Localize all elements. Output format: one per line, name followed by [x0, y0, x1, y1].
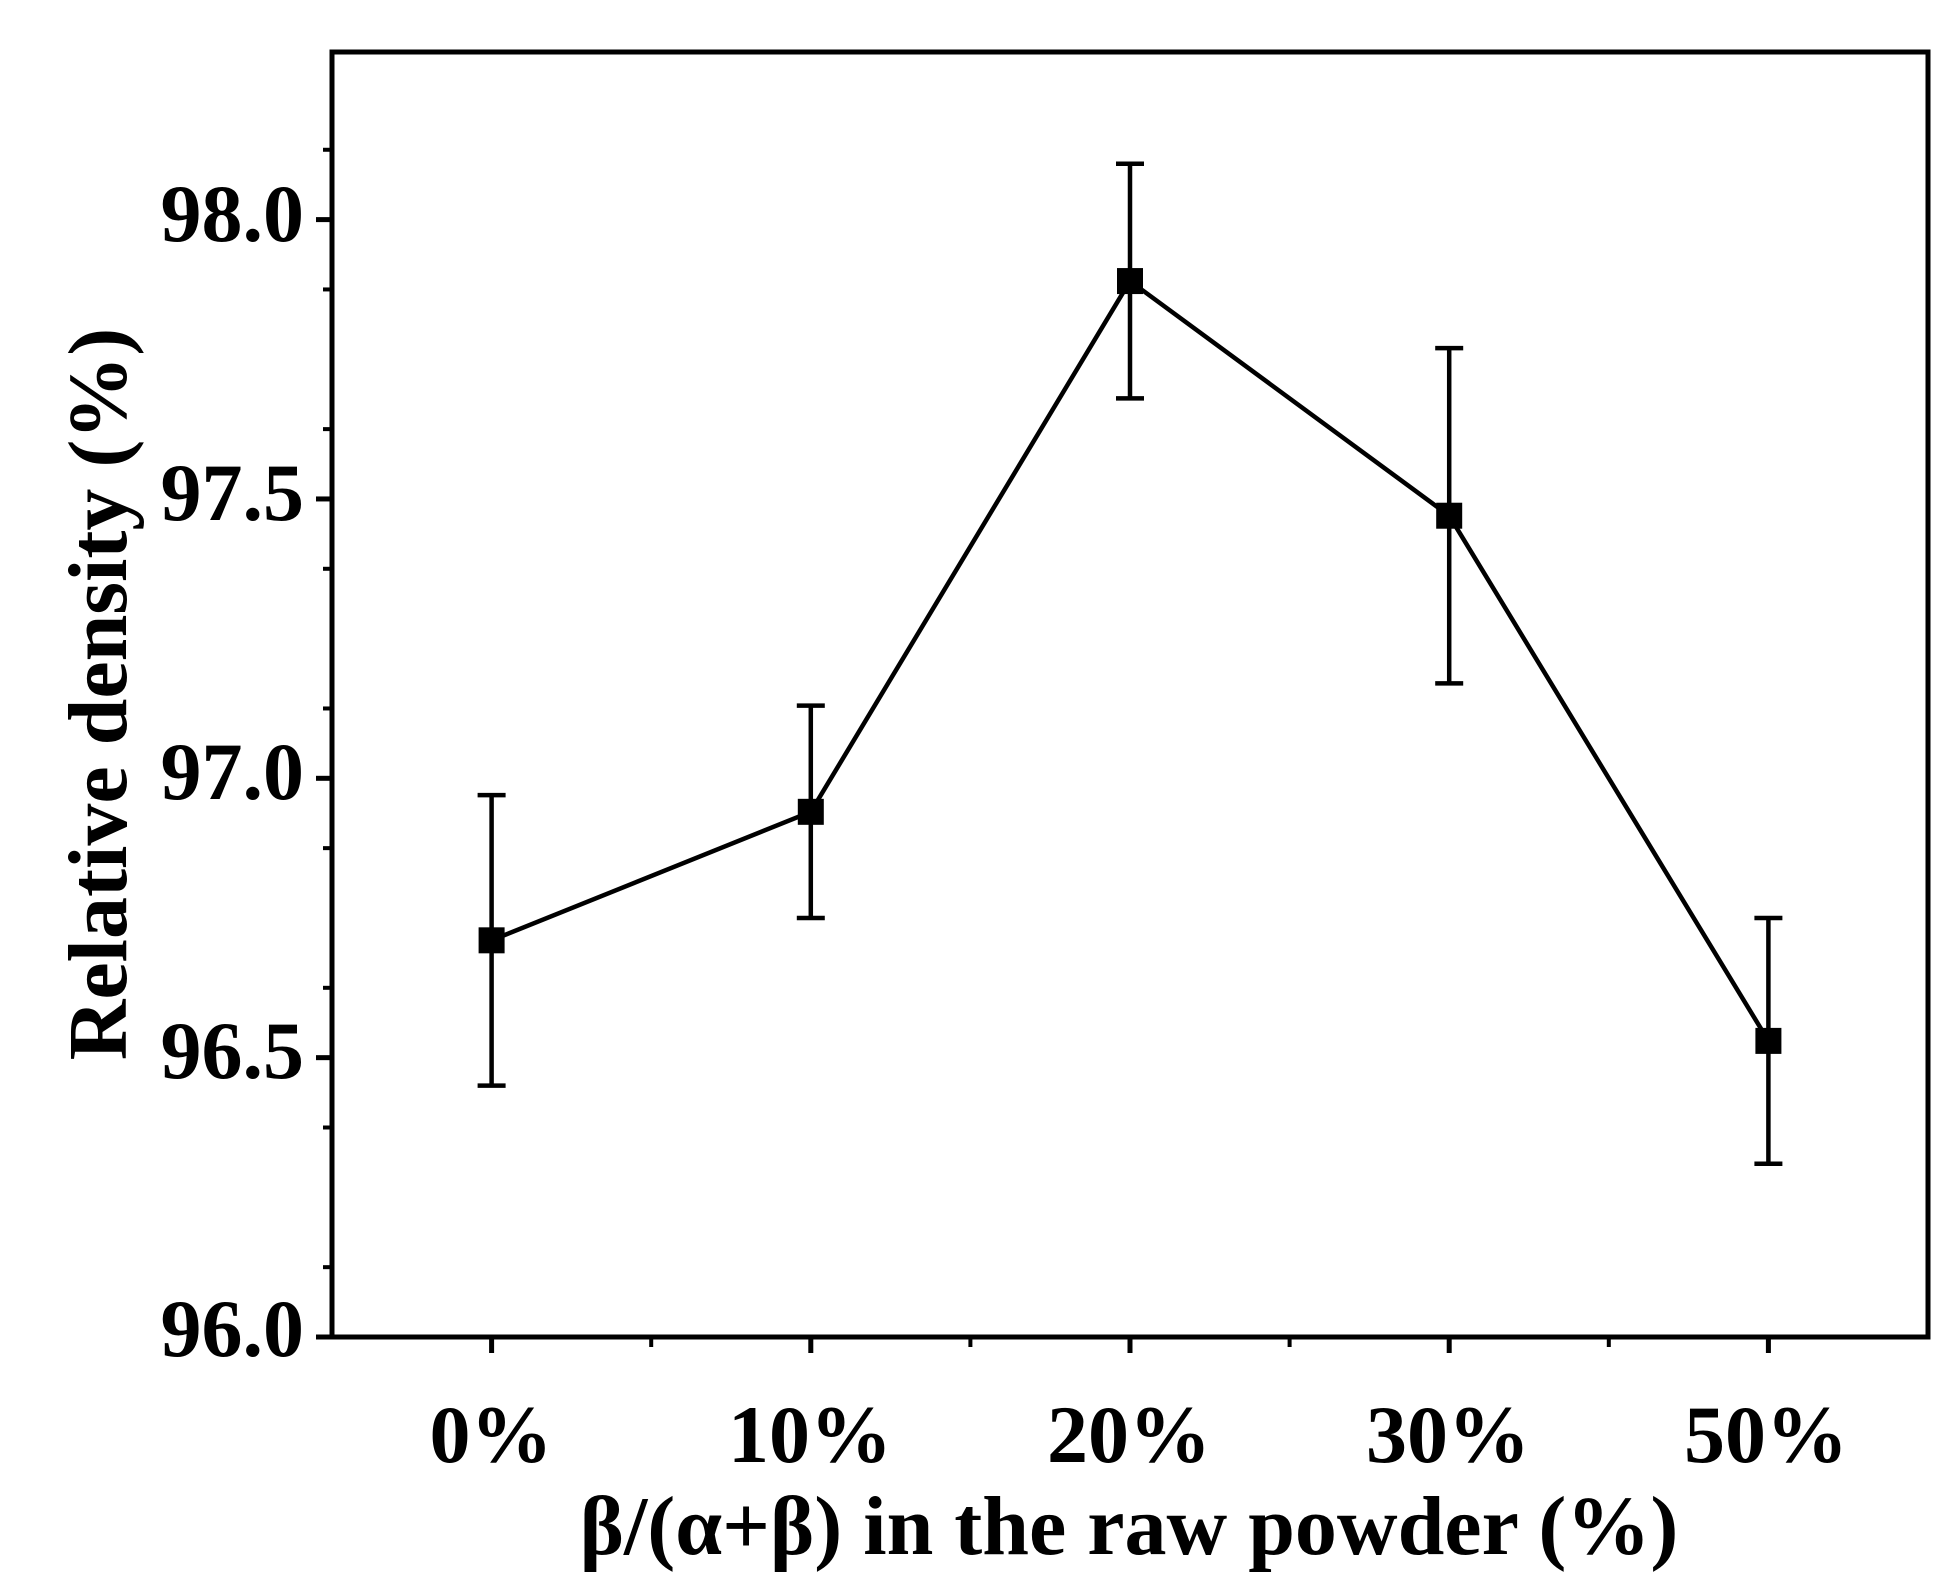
data-point-marker [1755, 1027, 1782, 1054]
data-point-marker [1117, 268, 1143, 295]
x-tick-label: 50% [1684, 1389, 1848, 1480]
data-point-marker [478, 927, 505, 954]
y-axis-title: Relative density (%) [52, 328, 145, 1061]
x-tick-label: 10% [728, 1389, 892, 1480]
data-point-marker [797, 798, 824, 825]
data-point-marker [1436, 502, 1463, 529]
series-layer [477, 161, 1783, 1167]
y-tick-labels: 96.0 96.5 97.0 97.5 98.0 [161, 168, 305, 1374]
y-tick-label: 98.0 [161, 168, 305, 259]
ticks-layer [316, 147, 1771, 1353]
y-tick-label: 97.5 [161, 447, 305, 538]
y-tick-label: 97.0 [161, 726, 305, 817]
x-tick-label: 30% [1366, 1389, 1530, 1480]
x-tick-label: 20% [1047, 1389, 1211, 1480]
y-tick-label: 96.5 [161, 1005, 305, 1096]
x-axis-title: β/(α+β) in the raw powder (%) [580, 1480, 1679, 1573]
x-tick-labels: 0% 10% 20% 30% 50% [430, 1389, 1849, 1480]
x-tick-label: 0% [430, 1389, 553, 1480]
y-tick-label: 96.0 [161, 1283, 305, 1374]
